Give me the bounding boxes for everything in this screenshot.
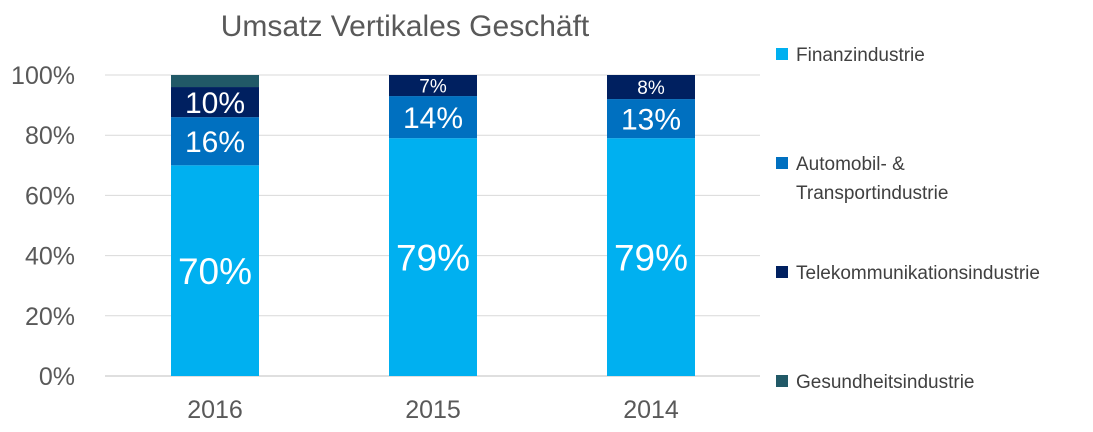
data-label: 79% [614, 237, 688, 278]
x-tick-label: 2016 [187, 396, 243, 424]
legend-swatch [776, 266, 788, 278]
data-label: 10% [185, 87, 245, 120]
y-tick-label: 60% [25, 182, 75, 210]
x-tick-label: 2015 [405, 396, 461, 424]
legend-label: Gesundheitsindustrie [796, 372, 975, 393]
data-label: 79% [396, 237, 470, 278]
bar-segment [171, 165, 259, 376]
bar-segment [607, 99, 695, 139]
bar-segment [607, 138, 695, 376]
legend-swatch [776, 48, 788, 60]
legend-swatch [776, 375, 788, 387]
bar-segment [171, 117, 259, 166]
legend-label: Automobil- & Transportindustrie [796, 154, 948, 204]
x-axis: 2016 2015 2014 [187, 396, 679, 424]
data-label: 70% [178, 251, 252, 292]
data-label: 8% [637, 78, 665, 99]
bars: 70% 16% 10% 79% 14% 7% 79% 13% 8% [171, 75, 695, 376]
y-tick-label: 100% [11, 62, 75, 90]
chart-title: Umsatz Vertikales Geschäft [221, 10, 590, 43]
data-label: 13% [621, 103, 681, 136]
bar-segment [389, 138, 477, 376]
bar-segment [607, 75, 695, 100]
y-tick-label: 20% [25, 303, 75, 331]
legend-swatch [776, 157, 788, 169]
bar-segment [389, 96, 477, 139]
y-tick-label: 0% [39, 363, 75, 391]
y-tick-label: 80% [25, 122, 75, 150]
y-axis: 0% 20% 40% 60% 80% 100% [11, 62, 75, 391]
data-label: 14% [403, 102, 463, 135]
x-tick-label: 2014 [623, 396, 679, 424]
bar-segment [171, 87, 259, 118]
legend-label: Telekommunikationsindustrie [796, 263, 1040, 284]
data-label: 7% [419, 76, 447, 97]
data-label: 16% [185, 126, 245, 159]
bar-segment [389, 75, 477, 97]
bar-segment [171, 75, 259, 88]
legend: Finanzindustrie Automobil- & Transportindu… [776, 45, 1040, 393]
y-tick-label: 40% [25, 243, 75, 271]
legend-label: Finanzindustrie [796, 45, 925, 66]
